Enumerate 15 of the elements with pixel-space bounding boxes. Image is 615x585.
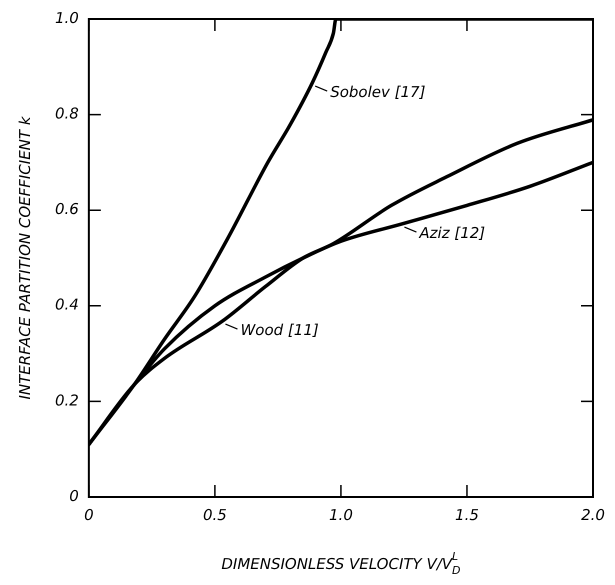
y-tick-label: 0.6 (54, 200, 79, 218)
annotation: Wood [11] (240, 320, 319, 339)
annotation: Sobolev [17] (330, 82, 426, 101)
x-tick-label: 0 (84, 506, 94, 524)
y-tick-label: 0.8 (54, 104, 79, 122)
y-tick-label: 0.2 (54, 391, 79, 410)
x-tick-label: 2.0 (581, 506, 605, 524)
y-tick-label: 0.4 (54, 296, 79, 314)
y-tick-label: 1.0 (54, 8, 79, 27)
annotation: Aziz [12] (418, 224, 486, 242)
y-tick-label: 0 (69, 486, 79, 505)
x-tick-label: 1.0 (329, 506, 353, 524)
x-tick-label: 0.5 (202, 506, 227, 524)
x-tick-label: 1.5 (455, 506, 479, 524)
y-axis-title: INTERFACE PARTITION COEFFICIENT k (16, 115, 34, 400)
